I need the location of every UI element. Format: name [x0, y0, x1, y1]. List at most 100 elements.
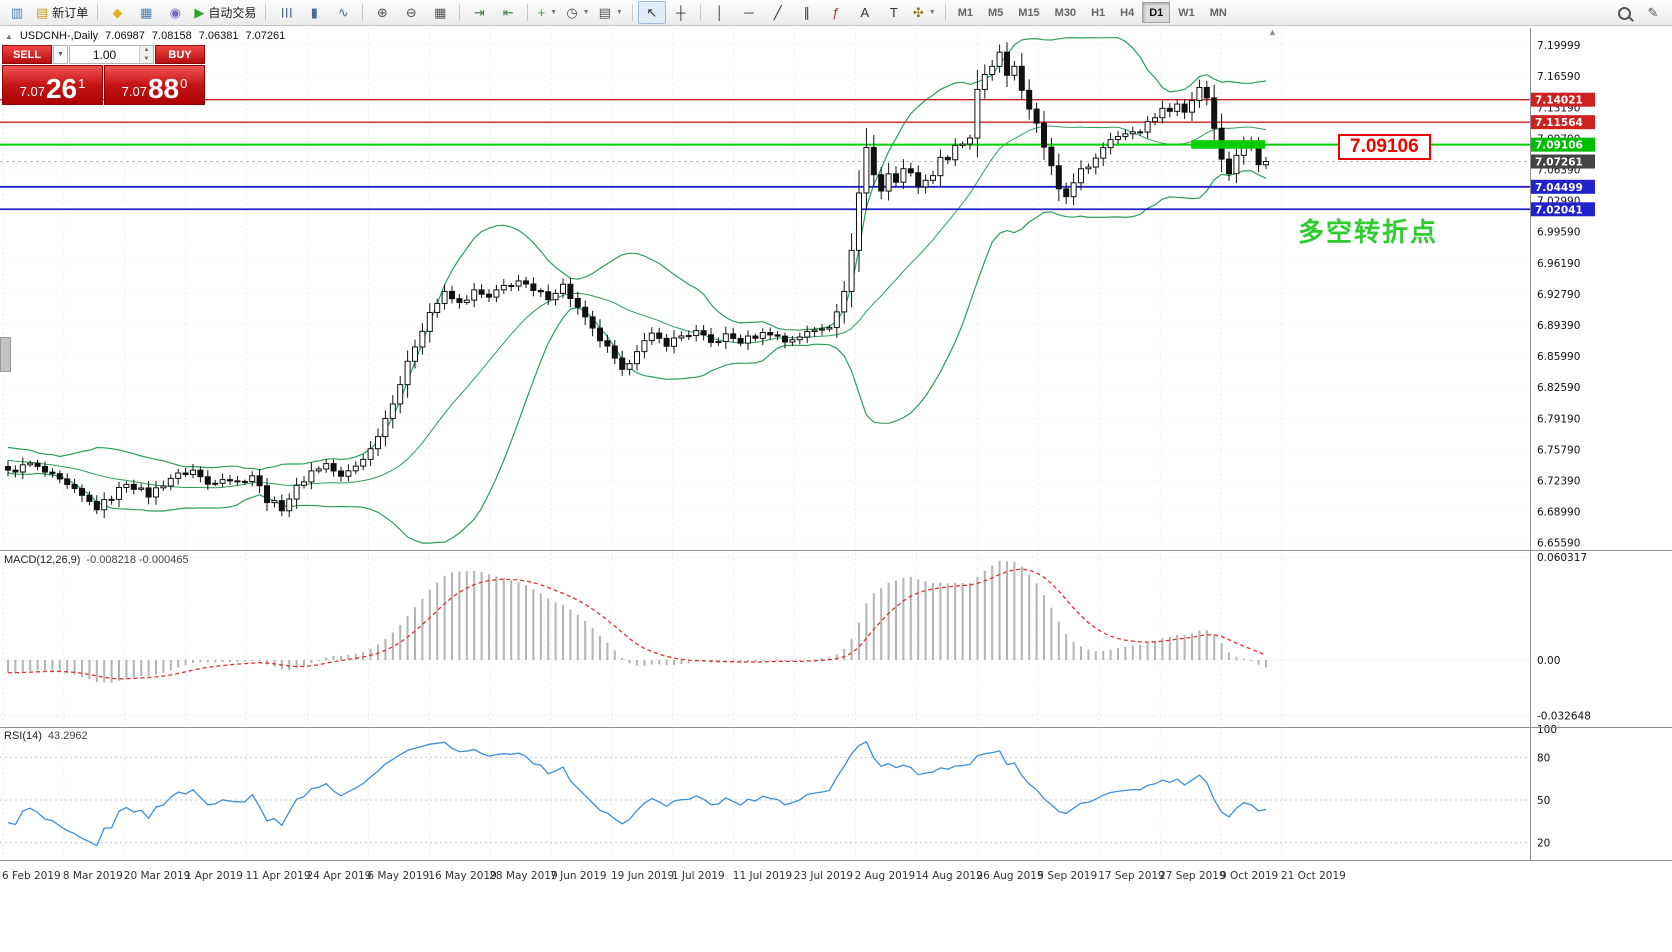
community-icon: ◉ [169, 4, 181, 20]
svg-text:24 Apr 2019: 24 Apr 2019 [307, 870, 372, 882]
periods-icon: ◷ [566, 4, 578, 20]
svg-text:16 May 2019: 16 May 2019 [428, 870, 496, 882]
timeframe-h4-button[interactable]: H4 [1120, 6, 1135, 19]
svg-text:0.00: 0.00 [1537, 655, 1560, 667]
candlestick-chart-icon: ▮ [310, 4, 318, 20]
auto-scroll-button[interactable]: ⇥ [465, 1, 493, 24]
vertical-line-icon: │ [715, 5, 724, 20]
cursor-button[interactable]: ↖ [637, 1, 666, 24]
volume-up-button[interactable]: ▲ [140, 46, 153, 55]
svg-text:6.75790: 6.75790 [1537, 444, 1580, 456]
charts-button[interactable]: ▦ [132, 1, 160, 24]
svg-text:6 May 2019: 6 May 2019 [367, 870, 429, 882]
svg-text:6.65590: 6.65590 [1537, 538, 1580, 550]
fibonacci-icon: ƒ [832, 5, 840, 20]
svg-text:7.11564: 7.11564 [1535, 117, 1583, 129]
price-callout-label[interactable]: 7.09106 [1338, 134, 1431, 160]
horizontal-line-button[interactable]: ─ [735, 1, 763, 24]
svg-text:20 Mar 2019: 20 Mar 2019 [124, 870, 191, 882]
svg-text:6.96190: 6.96190 [1537, 258, 1580, 270]
zoom-out-button[interactable]: ⊖ [397, 1, 425, 24]
svg-text:2 Aug 2019: 2 Aug 2019 [855, 870, 916, 882]
symbol-period-label: USDCNH-,Daily [19, 30, 99, 42]
text-label-button[interactable]: T [880, 1, 908, 24]
periods-button[interactable]: ◷ ▼ [562, 1, 593, 24]
zoom-in-button[interactable]: ⊕ [368, 1, 396, 24]
svg-text:17 Sep 2019: 17 Sep 2019 [1098, 870, 1165, 882]
charts-icon: ▦ [140, 4, 153, 20]
svg-text:100: 100 [1537, 724, 1557, 736]
line-chart-button[interactable]: ∿ [329, 1, 357, 24]
svg-text:7.19999: 7.19999 [1537, 40, 1580, 52]
chevron-down-icon: ▼ [928, 9, 936, 16]
timeframe-d1-button[interactable]: D1 [1142, 2, 1171, 23]
sell-price-base: 7.07 [19, 84, 45, 99]
sell-price-button[interactable]: 7.07 26 1 [2, 65, 103, 105]
horizontal-line-icon: ─ [744, 5, 754, 20]
autotrading-button[interactable]: ▶ 自动交易 [190, 1, 260, 24]
candlestick-chart-button[interactable]: ▮ [300, 1, 328, 24]
rsi-indicator-label: RSI(14) 43.2962 [4, 730, 88, 742]
chart-shift-button[interactable]: ⇤ [494, 1, 522, 24]
svg-text:26 Aug 2019: 26 Aug 2019 [976, 870, 1043, 882]
new-order-icon: ▤ [36, 4, 49, 20]
collapse-arrow-icon[interactable]: ▲ [5, 31, 13, 41]
trendline-button[interactable]: ╱ [764, 1, 792, 24]
sell-button[interactable]: SELL [2, 45, 52, 64]
chevron-down-icon: ▼ [550, 9, 558, 16]
profiles-button[interactable]: ◆ [103, 1, 131, 24]
buy-price-big: 88 [147, 73, 180, 105]
svg-text:28 May 2019: 28 May 2019 [489, 870, 557, 882]
templates-icon: ▤ [598, 4, 611, 20]
volume-input[interactable] [70, 46, 139, 63]
fibonacci-button[interactable]: ƒ [822, 1, 850, 24]
indicators-button[interactable]: + ▼ [533, 1, 561, 24]
bar-chart-button[interactable]: ☰ [271, 1, 299, 24]
timeframe-h1-button[interactable]: H1 [1091, 6, 1106, 19]
community-button[interactable]: ◉ [161, 1, 189, 24]
svg-text:0.060317: 0.060317 [1537, 552, 1587, 564]
tile-windows-button[interactable]: ▦ [426, 1, 454, 24]
new-order-button[interactable]: ▤ 新订单 [32, 1, 92, 24]
timeframe-m1-button[interactable]: M1 [957, 6, 973, 19]
trendline-icon: ╱ [773, 4, 782, 20]
zoom-in-icon: ⊕ [376, 4, 388, 20]
svg-text:27 Sep 2019: 27 Sep 2019 [1159, 870, 1226, 882]
left-edge-tab[interactable] [0, 337, 11, 372]
zoom-out-icon: ⊖ [405, 4, 417, 20]
volume-down-button[interactable]: ▼ [140, 54, 153, 63]
timeframe-m30-button[interactable]: M30 [1054, 6, 1077, 19]
timeframe-m15-button[interactable]: M15 [1018, 6, 1040, 19]
chevron-down-icon: ▼ [57, 51, 64, 58]
ohlc-open: 7.06987 [105, 30, 145, 42]
timeframe-w1-button[interactable]: W1 [1178, 6, 1195, 19]
rsi-value: 43.2962 [47, 730, 88, 742]
arrows-button[interactable]: ✣ ▼ [909, 1, 940, 24]
text-label-icon: T [889, 5, 898, 20]
crosshair-button[interactable]: ┼ [667, 1, 695, 24]
svg-text:19 Jun 2019: 19 Jun 2019 [611, 870, 674, 882]
timeframe-mn-button[interactable]: MN [1209, 6, 1227, 19]
svg-text:7.02041: 7.02041 [1535, 204, 1583, 216]
ohlc-close: 7.07261 [245, 30, 286, 42]
templates-button[interactable]: ▤ ▼ [595, 1, 627, 24]
svg-text:50: 50 [1537, 795, 1550, 807]
svg-text:21 Oct 2019: 21 Oct 2019 [1281, 870, 1346, 882]
svg-text:20: 20 [1537, 838, 1550, 850]
sell-options-dropdown[interactable]: ▼ [53, 45, 68, 64]
macd-title: MACD(12,26,9) [4, 554, 81, 566]
feedback-button[interactable]: ✎ [1639, 2, 1667, 25]
search-button[interactable] [1610, 2, 1638, 25]
text-button[interactable]: A [851, 1, 879, 24]
volume-field: ▲ ▼ [69, 45, 154, 64]
timeframe-m5-button[interactable]: M5 [987, 6, 1004, 19]
svg-text:11 Apr 2019: 11 Apr 2019 [246, 870, 311, 882]
buy-price-button[interactable]: 7.07 88 0 [104, 65, 205, 105]
vertical-line-button[interactable]: │ [706, 1, 734, 24]
text-icon: A [860, 5, 870, 20]
buy-button[interactable]: BUY [155, 45, 205, 64]
buy-price-pip: 0 [180, 76, 188, 91]
channel-button[interactable]: ∥ [793, 1, 821, 24]
